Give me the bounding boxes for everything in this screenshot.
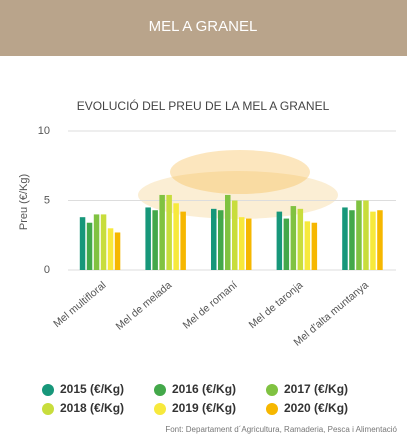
- x-tick-label: Mel de romaní: [181, 279, 240, 331]
- bar: [311, 222, 318, 270]
- header-title: MEL A GRANEL: [149, 18, 258, 35]
- x-tick-label: Mel de taronja: [247, 279, 306, 331]
- bar: [363, 200, 369, 270]
- bar: [145, 207, 151, 270]
- legend-label: 2016 (€/Kg): [172, 382, 236, 396]
- bar: [166, 194, 172, 270]
- y-tick-label: 10: [38, 125, 50, 137]
- bar: [93, 214, 100, 270]
- bar: [225, 194, 231, 270]
- y-tick-label: 5: [44, 194, 50, 206]
- bar: [211, 208, 217, 270]
- bar: [173, 203, 179, 270]
- honey-image: [170, 150, 310, 194]
- bar: [304, 221, 311, 270]
- bar: [79, 217, 86, 270]
- legend-label: 2015 (€/Kg): [60, 382, 124, 396]
- legend-label: 2019 (€/Kg): [172, 401, 236, 415]
- legend-label: 2020 (€/Kg): [284, 401, 348, 415]
- bar: [86, 222, 93, 270]
- bar: [107, 228, 114, 270]
- legend-swatch: [266, 384, 278, 396]
- x-tick-label: Mel de melada: [114, 279, 175, 333]
- bar: [297, 208, 304, 270]
- bar: [232, 200, 238, 270]
- legend-swatch: [154, 403, 166, 415]
- bar: [152, 210, 158, 270]
- chart-title: EVOLUCIÓ DEL PREU DE LA MEL A GRANEL: [77, 98, 330, 113]
- bar: [276, 211, 283, 270]
- bar: [100, 214, 107, 270]
- bar: [290, 206, 297, 270]
- bar: [114, 232, 121, 270]
- legend-label: 2018 (€/Kg): [60, 401, 124, 415]
- legend-swatch: [266, 403, 278, 415]
- bar: [342, 207, 348, 270]
- bar: [356, 200, 362, 270]
- bar: [377, 210, 383, 270]
- header-band: [0, 0, 407, 56]
- bar: [239, 217, 245, 270]
- legend-swatch: [154, 384, 166, 396]
- honey-image: [138, 171, 338, 219]
- bar: [218, 210, 224, 270]
- legend-swatch: [42, 384, 54, 396]
- legend-swatch: [42, 403, 54, 415]
- bar: [180, 211, 186, 270]
- bar: [159, 194, 165, 270]
- y-tick-label: 0: [44, 264, 50, 276]
- bar: [246, 218, 252, 270]
- bar: [283, 218, 290, 270]
- bar: [349, 210, 355, 270]
- x-tick-label: Mel multifloral: [51, 279, 108, 330]
- y-axis-title: Preu (€/Kg): [18, 174, 30, 230]
- bar: [370, 211, 376, 270]
- legend-label: 2017 (€/Kg): [284, 382, 348, 396]
- source: Font: Departament d´Agricultura, Ramader…: [165, 425, 397, 434]
